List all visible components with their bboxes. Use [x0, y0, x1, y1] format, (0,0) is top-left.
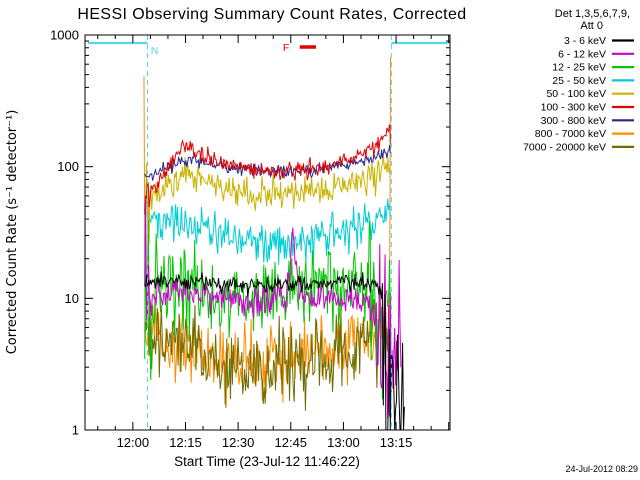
generated-timestamp: 24-Jul-2012 08:29 — [565, 464, 638, 474]
legend-label-50-100-kev: 50 - 100 keV — [546, 88, 606, 100]
series-line-50-100-kev — [144, 154, 391, 245]
x-tick-label: 12:45 — [275, 435, 308, 450]
axes: 12:00 12:15 12:30 12:45 13:00 13:15 1 10 100 1000 — [50, 28, 451, 450]
y-tick-label: 10 — [65, 291, 79, 306]
legend-label-12-25-kev: 12 - 25 keV — [552, 62, 606, 74]
y-axis-label: Corrected Count Rate (s⁻¹ detector⁻¹) — [5, 110, 20, 355]
x-tick-label: 13:00 — [327, 435, 360, 450]
plot-frame — [84, 34, 451, 431]
x-tick-label: 12:00 — [117, 435, 150, 450]
series-line-6-12-kev — [144, 197, 402, 420]
legend-label-800-7000-kev: 800 - 7000 keV — [535, 128, 606, 140]
legend-header-det: Det 1,3,5,6,7,9, — [555, 8, 630, 20]
series-line-3-6-kev — [144, 271, 405, 430]
legend-label-25-50-kev: 25 - 50 keV — [552, 75, 606, 87]
legend-label-7000-20000-kev: 7000 - 20000 keV — [523, 141, 606, 153]
y-tick-label: 1 — [72, 423, 79, 438]
legend-label-3-6-kev: 3 - 6 keV — [564, 35, 606, 47]
x-axis-label: Start Time (23-Jul-12 11:46:22) — [174, 454, 360, 469]
legend-header-att: Att 0 — [580, 20, 603, 32]
legend-label-100-300-kev: 100 - 300 keV — [541, 102, 606, 114]
y-tick-label: 1000 — [50, 28, 79, 43]
legend-label-6-12-kev: 6 - 12 keV — [558, 48, 606, 60]
flare-flag-label: F — [283, 42, 289, 54]
series-line-7000-20000-kev — [144, 299, 391, 411]
x-tick-label: 12:30 — [222, 435, 255, 450]
x-tick-label: 12:15 — [169, 435, 202, 450]
legend-label-300-800-kev: 300 - 800 keV — [541, 115, 606, 127]
y-tick-label: 100 — [57, 159, 79, 174]
chart-title: HESSI Observing Summary Count Rates, Cor… — [77, 6, 466, 23]
series-lines — [143, 57, 405, 430]
series-line-25-50-kev — [144, 198, 391, 266]
x-tick-label: 13:15 — [380, 435, 413, 450]
series-line-100-300-kev — [144, 124, 391, 215]
night-flag-label: N — [151, 45, 159, 57]
